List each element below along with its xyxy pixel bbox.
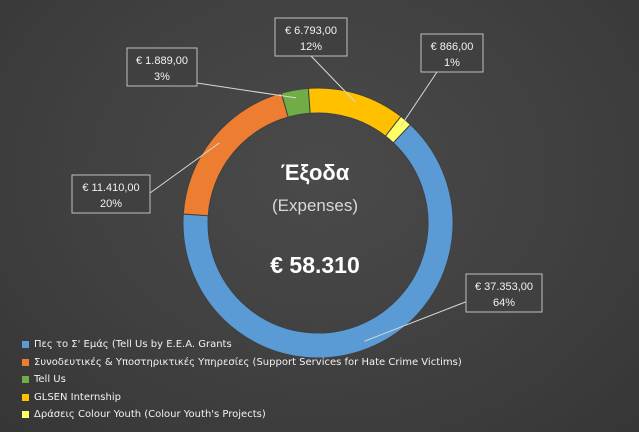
data-labels-group: € 37.353,00 64% € 11.410,00 20% € 1.889,00 3%…	[71, 17, 543, 313]
legend-swatch-3	[22, 393, 29, 401]
data-label-value-2: € 1.889,00	[136, 55, 188, 67]
leader-line-2	[196, 82, 297, 99]
leader-line-4	[400, 71, 438, 127]
leader-line-0	[364, 300, 469, 342]
legend-item-2: Tell Us	[22, 371, 462, 389]
legend-label-2: Tell Us	[34, 374, 66, 386]
legend-swatch-1	[22, 358, 29, 366]
data-label-value-1: € 11.410,00	[82, 182, 139, 194]
legend-label-4: Δράσεις Colour Youth (Colour Youth's Pro…	[34, 409, 266, 421]
data-label-value-3: € 6.793,00	[285, 25, 337, 37]
leader-line-1	[149, 142, 220, 194]
legend-item-0: Πες το Σ' Εμάς (Tell Us by E.E.A. Grants	[22, 336, 462, 354]
data-label-box-3	[274, 17, 348, 57]
data-label-box-4	[420, 33, 484, 73]
slices-group	[182, 87, 454, 359]
data-label-box-1	[71, 174, 151, 214]
legend-swatch-0	[22, 341, 29, 349]
chart-subtitle: (Expenses)	[272, 196, 358, 215]
data-label-percent-4: 1%	[444, 57, 460, 69]
data-label-value-4: € 866,00	[431, 41, 474, 53]
slice-4	[384, 115, 412, 144]
data-label-value-0: € 37.353,00	[475, 281, 533, 293]
legend-item-4: Δράσεις Colour Youth (Colour Youth's Pro…	[22, 406, 462, 424]
data-label-percent-3: 12%	[300, 41, 322, 53]
legend-item-3: GLSEN Internship	[22, 389, 462, 407]
legend-item-1: Συνοδευτικές & Υποστηρικτικές Υπηρεσίες …	[22, 354, 462, 372]
data-label-percent-1: 20%	[100, 198, 122, 210]
slice-3	[307, 87, 402, 137]
leader-line-3	[310, 55, 356, 102]
total-value: € 58.310	[270, 252, 360, 278]
leader-lines-group	[149, 55, 469, 342]
legend-swatch-4	[22, 411, 29, 419]
slice-0	[182, 123, 454, 359]
legend-label-0: Πες το Σ' Εμάς (Tell Us by E.E.A. Grants	[34, 339, 232, 351]
data-label-box-2	[126, 47, 198, 87]
legend: Πες το Σ' Εμάς (Tell Us by E.E.A. Grants…	[22, 336, 462, 424]
legend-label-3: GLSEN Internship	[34, 391, 121, 403]
data-label-percent-2: 3%	[154, 71, 170, 83]
chart-title: Έξοδα	[281, 160, 350, 185]
data-label-percent-0: 64%	[493, 297, 515, 309]
legend-label-1: Συνοδευτικές & Υποστηρικτικές Υπηρεσίες …	[34, 356, 462, 368]
legend-swatch-2	[22, 376, 29, 384]
data-label-box-0	[465, 273, 543, 313]
